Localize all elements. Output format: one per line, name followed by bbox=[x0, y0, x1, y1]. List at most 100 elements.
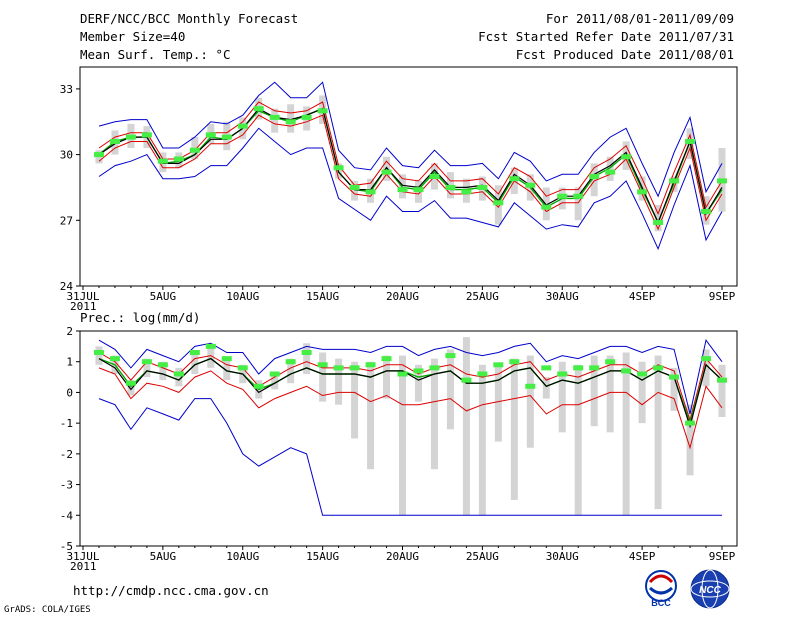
temp-xtick-label: 31JUL bbox=[66, 290, 99, 303]
prec-series-upper bbox=[98, 352, 723, 422]
temp-obs-marker bbox=[93, 152, 104, 158]
prec-range-bar bbox=[606, 355, 614, 433]
prec-ytick-label: 1 bbox=[66, 356, 73, 369]
prec-obs-marker bbox=[317, 362, 328, 368]
bcc-logo-label: BCC bbox=[651, 598, 671, 608]
temp-xtick-label: 10AUG bbox=[226, 290, 259, 303]
prec-obs-marker bbox=[381, 356, 392, 362]
prec-range-bar bbox=[622, 352, 630, 516]
prec-obs-marker bbox=[605, 359, 616, 365]
temp-obs-marker bbox=[205, 132, 216, 138]
prec-ytick-label: -4 bbox=[60, 509, 74, 522]
temp-range-bar bbox=[654, 204, 662, 232]
prec-range-bar bbox=[399, 355, 406, 516]
temp-obs-marker bbox=[605, 169, 616, 175]
temp-obs-marker bbox=[477, 184, 488, 190]
prec-range-bar bbox=[175, 367, 183, 387]
prec-range-bar bbox=[558, 361, 566, 433]
prec-obs-marker bbox=[621, 368, 632, 374]
temp-obs-marker bbox=[669, 178, 680, 184]
prec-obs-marker bbox=[109, 356, 120, 362]
temp-obs-marker bbox=[189, 147, 200, 153]
prec-range-bar bbox=[319, 352, 327, 402]
prec-range-bar bbox=[143, 358, 151, 378]
temp-obs-marker bbox=[429, 174, 440, 179]
temp-xtick-label: 30AUG bbox=[546, 290, 579, 303]
temp-obs-marker bbox=[397, 187, 408, 193]
prec-series-min bbox=[98, 398, 722, 516]
temp-obs-marker bbox=[317, 108, 328, 114]
prec-xtick-label: 10AUG bbox=[226, 550, 259, 563]
prec-obs-marker bbox=[221, 356, 232, 362]
prec-ytick-label: 2 bbox=[66, 325, 73, 338]
prec-range-bar bbox=[462, 337, 470, 516]
temp-xtick-sublabel: 2011 bbox=[70, 300, 97, 313]
prec-range-bar bbox=[287, 358, 295, 384]
prec-obs-marker bbox=[573, 365, 584, 371]
prec-obs-marker bbox=[365, 362, 376, 368]
prec-range-bar bbox=[335, 358, 343, 405]
prec-xtick-label: 31JUL bbox=[66, 550, 99, 563]
temp-range-bar bbox=[287, 104, 295, 133]
temp-series-max bbox=[98, 81, 723, 198]
prec-range-bar bbox=[590, 355, 598, 427]
prec-obs-marker bbox=[141, 359, 152, 365]
temp-obs-marker bbox=[221, 134, 232, 140]
prec-range-bar bbox=[207, 346, 215, 368]
precip-panel-title: Prec.: log(mm/d) bbox=[80, 310, 200, 325]
prec-obs-marker bbox=[333, 365, 344, 371]
prec-series-lower bbox=[98, 367, 723, 450]
prec-obs-marker bbox=[173, 371, 184, 377]
prec-obs-marker bbox=[557, 371, 568, 377]
temp-xtick-label: 9SEP bbox=[709, 290, 736, 303]
temp-obs-marker bbox=[541, 204, 552, 210]
prec-range-bar bbox=[127, 380, 135, 396]
temp-obs-marker bbox=[349, 184, 360, 190]
temp-series-upper bbox=[98, 101, 723, 215]
temp-series-lower bbox=[98, 114, 723, 231]
prec-range-bar bbox=[510, 358, 518, 500]
temp-ytick-label: 33 bbox=[60, 83, 73, 96]
source-url[interactable]: http://cmdp.ncc.cma.gov.cn bbox=[73, 583, 269, 598]
prec-range-bar bbox=[351, 361, 359, 439]
prec-obs-marker bbox=[589, 365, 600, 371]
temp-range-bar bbox=[271, 108, 279, 133]
prec-range-bar bbox=[383, 355, 391, 399]
prec-xtick-label: 30AUG bbox=[546, 550, 579, 563]
prec-ytick-label: -2 bbox=[60, 448, 73, 461]
temp-xtick-label: 20AUG bbox=[386, 290, 419, 303]
temp-plot-frame bbox=[79, 66, 738, 287]
temp-obs-marker bbox=[365, 189, 376, 195]
prec-range-bar bbox=[526, 355, 534, 448]
prec-xtick-label: 5AUG bbox=[150, 550, 177, 563]
forecast-period-label: For 2011/08/01-2011/09/09 bbox=[545, 11, 734, 26]
prec-range-bar bbox=[95, 346, 103, 365]
prec-range-bar bbox=[478, 364, 486, 516]
chart-title: DERF/NCC/BCC Monthly Forecast bbox=[80, 11, 299, 26]
fcst-started-label: Fcst Started Refer Date 2011/07/31 bbox=[478, 29, 734, 44]
prec-range-bar bbox=[702, 349, 710, 387]
temp-obs-marker bbox=[285, 119, 296, 125]
prec-range-bar bbox=[271, 374, 279, 390]
temp-obs-marker bbox=[157, 158, 168, 164]
prec-obs-marker bbox=[157, 362, 168, 368]
prec-obs-marker bbox=[653, 365, 664, 371]
prec-obs-marker bbox=[301, 350, 312, 355]
prec-obs-marker bbox=[685, 420, 696, 426]
prec-range-bar bbox=[430, 358, 438, 470]
temp-obs-marker bbox=[125, 134, 136, 140]
temp-xtick-label: 5AUG bbox=[150, 290, 177, 303]
grads-credit: GrADS: COLA/IGES bbox=[4, 605, 91, 615]
temp-obs-marker bbox=[637, 189, 648, 195]
prec-obs-marker bbox=[461, 377, 472, 383]
top-variable-label: Mean Surf. Temp.: °C bbox=[80, 47, 231, 62]
temp-obs-marker bbox=[557, 193, 568, 199]
temp-series-mean bbox=[98, 107, 723, 225]
prec-range-bar bbox=[654, 355, 662, 510]
prec-series-max bbox=[98, 339, 723, 415]
temp-obs-marker bbox=[381, 169, 392, 175]
temp-xtick-label: 15AUG bbox=[306, 290, 339, 303]
prec-xtick-label: 20AUG bbox=[386, 550, 419, 563]
